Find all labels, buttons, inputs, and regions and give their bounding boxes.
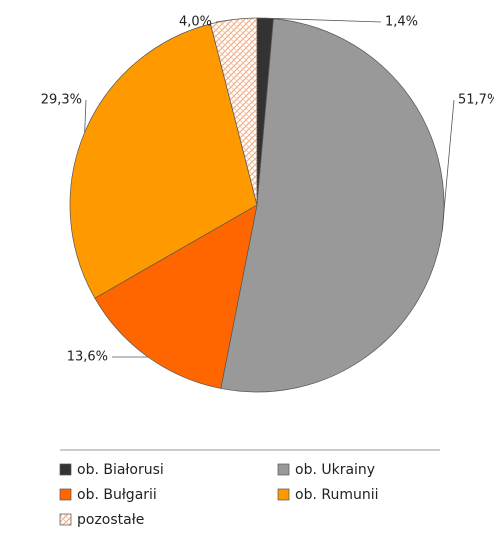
legend-label: pozostałe	[77, 512, 144, 528]
legend-label: ob. Białorusi	[77, 462, 164, 478]
pie-slice	[220, 18, 445, 393]
data-label: 51,7%	[458, 93, 494, 108]
pie-slice	[94, 204, 258, 389]
legend-label: ob. Rumunii	[295, 487, 379, 503]
pie-slice	[69, 23, 258, 299]
legend-swatch	[59, 463, 72, 476]
leader-line	[215, 19, 234, 23]
legend-label: ob. Bułgarii	[77, 487, 157, 503]
legend-swatch	[59, 513, 72, 526]
leader-line	[265, 17, 382, 23]
leader-line	[84, 99, 87, 133]
leader-line	[441, 99, 455, 232]
data-label: 29,3%	[41, 93, 82, 108]
legend-swatch	[277, 488, 290, 501]
data-label: 1,4%	[385, 15, 418, 30]
data-label: 4,0%	[179, 15, 212, 30]
data-label: 13,6%	[67, 350, 108, 365]
legend-swatch	[277, 463, 290, 476]
legend: ob. Białorusi ob. Ukrainy ob. Bułgarii ob. …	[59, 462, 379, 528]
legend-label: ob. Ukrainy	[295, 462, 375, 478]
legend-swatch	[59, 488, 72, 501]
